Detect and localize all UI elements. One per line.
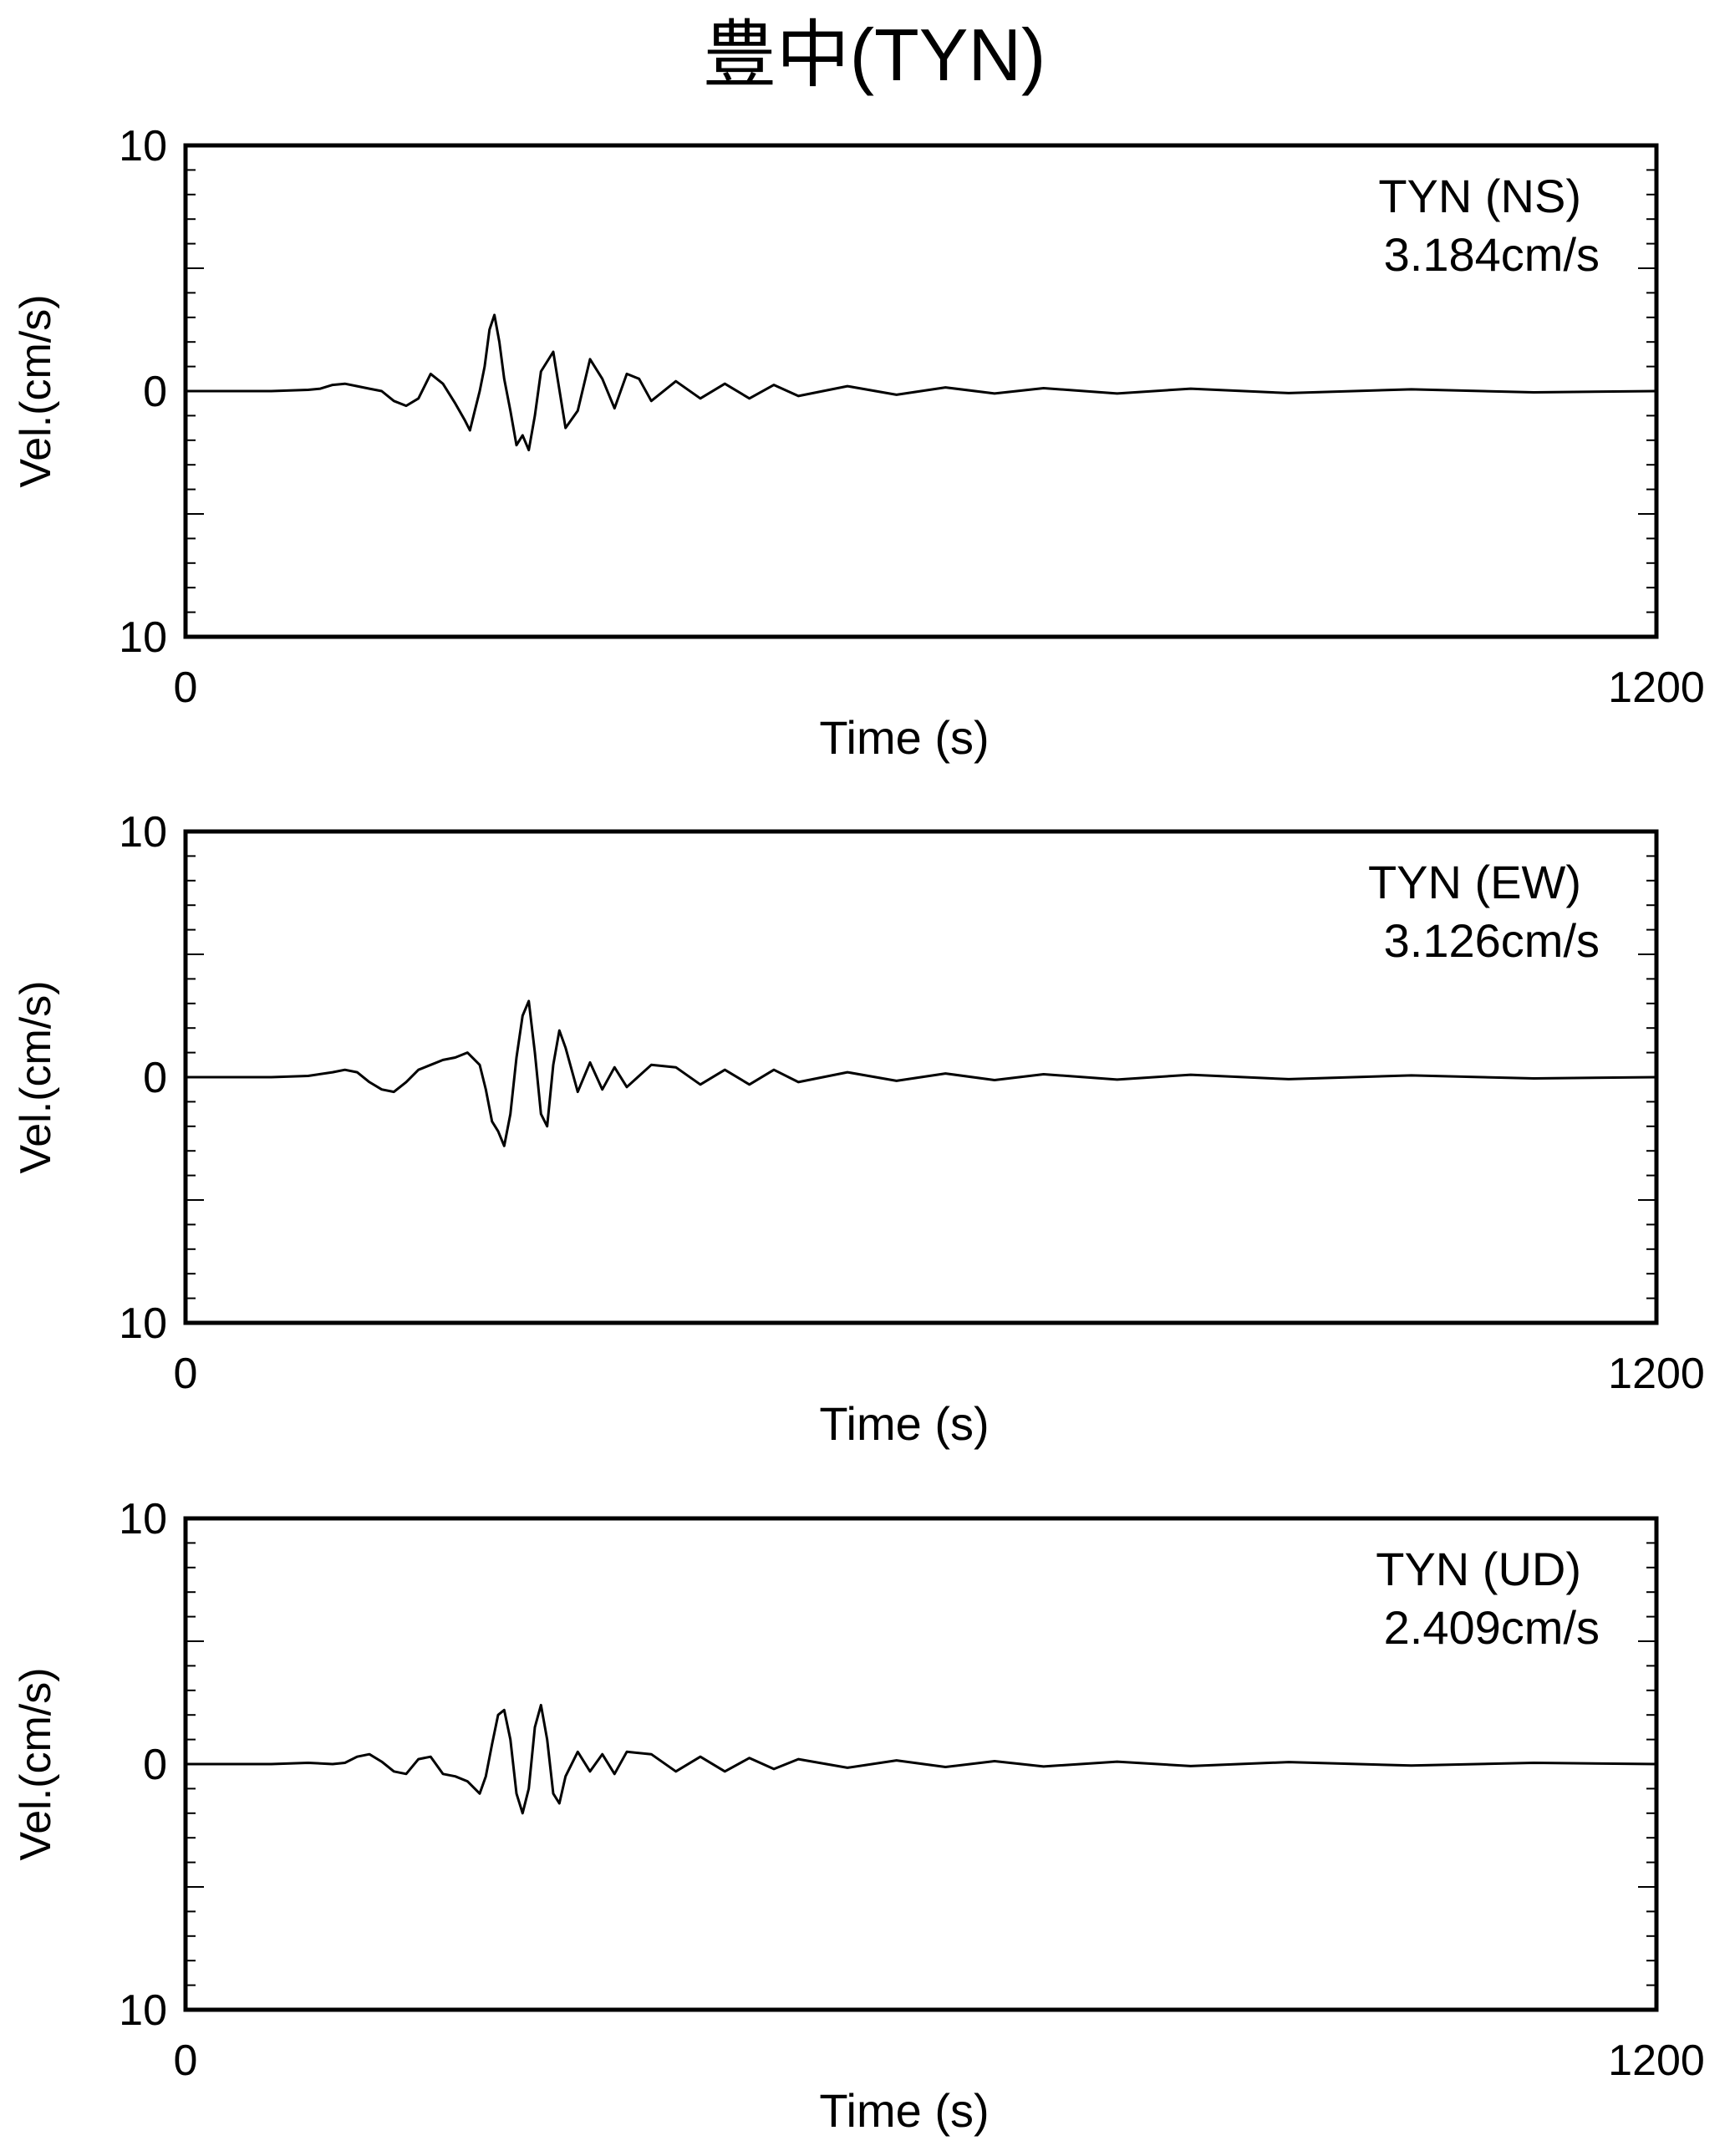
velocity-trace-line bbox=[186, 1703, 1657, 1815]
y-tick-label: 0 bbox=[143, 1741, 167, 1789]
y-tick-label: 10 bbox=[119, 1299, 167, 1348]
y-tick-label: 0 bbox=[143, 1054, 167, 1102]
peak-velocity-label: 2.409cm/s bbox=[1384, 1601, 1600, 1654]
peak-velocity-label: 3.126cm/s bbox=[1384, 914, 1600, 967]
x-tick-label: 1200 bbox=[1608, 1350, 1705, 1398]
velocity-trace-line bbox=[186, 999, 1657, 1147]
x-tick-label: 1200 bbox=[1608, 2037, 1705, 2085]
y-axis-label: Vel.(cm/s) bbox=[12, 1667, 60, 1860]
figure-title: 豊中(TYN) bbox=[703, 13, 1046, 96]
x-tick-label: 0 bbox=[174, 664, 198, 712]
y-tick-label: 10 bbox=[119, 1495, 167, 1543]
velocity-trace-line bbox=[186, 313, 1657, 452]
y-axis-label: Vel.(cm/s) bbox=[12, 980, 60, 1173]
y-tick-label: 10 bbox=[119, 122, 167, 170]
y-tick-label: 10 bbox=[119, 613, 167, 662]
component-label: TYN (UD) bbox=[1376, 1543, 1581, 1595]
x-axis-label: Time (s) bbox=[819, 1397, 989, 1450]
y-tick-label: 0 bbox=[143, 368, 167, 416]
y-axis-label: Vel.(cm/s) bbox=[12, 294, 60, 487]
peak-velocity-label: 3.184cm/s bbox=[1384, 228, 1600, 281]
y-tick-label: 10 bbox=[119, 1986, 167, 2035]
x-tick-label: 1200 bbox=[1608, 664, 1705, 712]
x-tick-label: 0 bbox=[174, 2037, 198, 2085]
y-tick-label: 10 bbox=[119, 808, 167, 857]
x-axis-label: Time (s) bbox=[819, 2084, 989, 2137]
component-label: TYN (EW) bbox=[1368, 856, 1581, 908]
x-axis-label: Time (s) bbox=[819, 711, 989, 764]
x-tick-label: 0 bbox=[174, 1350, 198, 1398]
component-label: TYN (NS) bbox=[1378, 170, 1581, 222]
